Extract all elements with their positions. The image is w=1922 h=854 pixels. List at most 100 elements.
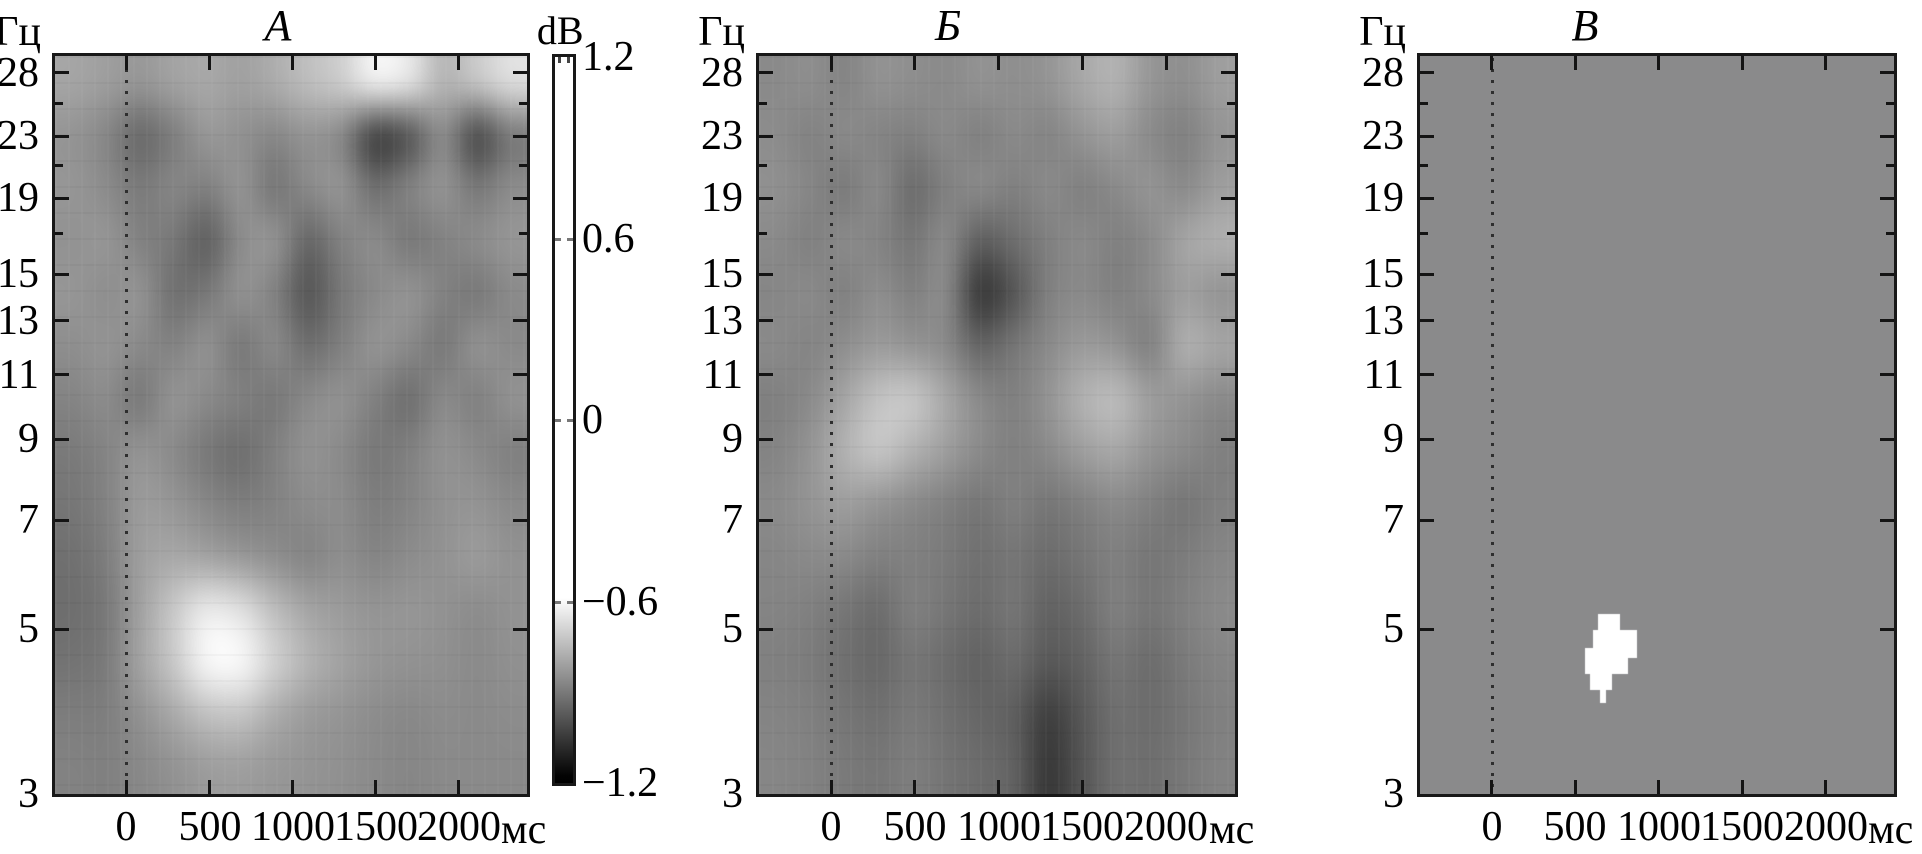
panel-a-spectrogram: А Гц мс 3 5 7 9 11 13 15 19 23 28 0 500 1000 1500 2000 bbox=[0, 1, 546, 853]
y-major-tick bbox=[759, 373, 773, 376]
x-tick-label: 1500 bbox=[1040, 804, 1124, 850]
y-major-tick bbox=[1221, 197, 1235, 200]
y-tick-label: 15 bbox=[1362, 251, 1404, 297]
colorbar: dB 1.2 0.6 0 −0.6 −1.2 bbox=[537, 8, 658, 804]
x-tick-label: 2000 bbox=[1124, 804, 1208, 850]
y-tick-label: 19 bbox=[701, 175, 743, 221]
y-tick-label: 11 bbox=[0, 352, 39, 398]
y-major-tick bbox=[1221, 273, 1235, 276]
colorbar-tick bbox=[567, 601, 573, 604]
x-major-tick bbox=[1741, 56, 1744, 70]
y-major-tick bbox=[759, 71, 773, 74]
y-major-tick bbox=[759, 135, 773, 138]
y-minor-tick bbox=[1227, 232, 1235, 235]
y-major-tick bbox=[55, 319, 69, 322]
stimulus-onset-dotted-line bbox=[1491, 58, 1494, 792]
y-major-tick bbox=[1221, 319, 1235, 322]
y-axis-unit-label: Гц bbox=[1359, 9, 1406, 55]
panel-v-title: В bbox=[1571, 1, 1599, 50]
y-major-tick bbox=[1221, 373, 1235, 376]
x-tick-label: 0 bbox=[1481, 804, 1503, 850]
x-major-tick bbox=[291, 780, 294, 794]
colorbar-tick bbox=[555, 601, 561, 604]
y-minor-tick bbox=[759, 102, 767, 105]
y-major-tick bbox=[513, 273, 527, 276]
y-minor-tick bbox=[55, 164, 63, 167]
colorbar-tick-label: 0 bbox=[582, 397, 603, 443]
y-minor-tick bbox=[55, 102, 63, 105]
y-major-tick bbox=[759, 628, 773, 631]
colorbar-tick-label: −0.6 bbox=[582, 579, 659, 625]
y-major-tick bbox=[1420, 373, 1434, 376]
y-major-tick bbox=[513, 197, 527, 200]
x-tick-label: 1500 bbox=[334, 804, 418, 850]
y-major-tick bbox=[1221, 628, 1235, 631]
x-tick-label: 500 bbox=[178, 804, 242, 850]
y-major-tick bbox=[1880, 273, 1894, 276]
y-minor-tick bbox=[1886, 102, 1894, 105]
y-major-tick bbox=[513, 438, 527, 441]
y-major-tick bbox=[759, 319, 773, 322]
y-tick-label: 3 bbox=[18, 771, 39, 817]
y-tick-label: 9 bbox=[1383, 416, 1404, 462]
x-tick-label: 500 bbox=[883, 804, 947, 850]
x-major-tick bbox=[457, 56, 460, 70]
y-major-tick bbox=[513, 71, 527, 74]
x-major-tick bbox=[830, 56, 833, 70]
x-major-tick bbox=[997, 56, 1000, 70]
y-minor-tick bbox=[1227, 102, 1235, 105]
y-tick-label: 28 bbox=[701, 50, 743, 96]
y-tick-label: 11 bbox=[702, 352, 743, 398]
colorbar-tick bbox=[555, 419, 561, 422]
x-tick-label: 0 bbox=[115, 804, 137, 850]
y-major-tick bbox=[759, 438, 773, 441]
y-major-tick bbox=[1420, 519, 1434, 522]
panel-b-spectrogram: Б Гц мс 3 5 7 9 11 13 15 19 23 28 0 500 1000 1500 2000 bbox=[698, 1, 1254, 853]
y-tick-label: 19 bbox=[1362, 175, 1404, 221]
y-minor-tick bbox=[759, 164, 767, 167]
x-tick-label: 500 bbox=[1543, 804, 1607, 850]
y-tick-label: 5 bbox=[722, 606, 743, 652]
y-major-tick bbox=[55, 273, 69, 276]
y-major-tick bbox=[1420, 273, 1434, 276]
panel-a-title: А bbox=[264, 1, 292, 50]
y-tick-label: 13 bbox=[701, 298, 743, 344]
y-tick-label: 9 bbox=[722, 416, 743, 462]
stimulus-onset-dotted-line bbox=[125, 58, 128, 792]
y-minor-tick bbox=[1227, 164, 1235, 167]
x-major-tick bbox=[1824, 780, 1827, 794]
x-axis-unit-label: мс bbox=[1868, 807, 1914, 853]
y-tick-label: 28 bbox=[0, 50, 39, 96]
y-minor-tick bbox=[519, 102, 527, 105]
x-tick-label: 1000 bbox=[1617, 804, 1701, 850]
y-tick-label: 15 bbox=[0, 251, 39, 297]
y-major-tick bbox=[513, 135, 527, 138]
y-major-tick bbox=[1420, 135, 1434, 138]
colorbar-tick-label: 0.6 bbox=[582, 216, 635, 262]
x-tick-label: 2000 bbox=[1784, 804, 1868, 850]
y-minor-tick bbox=[1420, 232, 1428, 235]
y-major-tick bbox=[55, 628, 69, 631]
stimulus-onset-dotted-line bbox=[830, 58, 833, 792]
colorbar-tick bbox=[567, 419, 573, 422]
y-tick-label: 23 bbox=[1362, 113, 1404, 159]
x-major-tick bbox=[208, 780, 211, 794]
x-major-tick bbox=[1490, 56, 1493, 70]
y-minor-tick bbox=[1420, 102, 1428, 105]
panel-a-heatmap-canvas bbox=[55, 56, 527, 794]
x-major-tick bbox=[457, 780, 460, 794]
x-major-tick bbox=[913, 780, 916, 794]
y-major-tick bbox=[55, 135, 69, 138]
y-tick-label: 15 bbox=[701, 251, 743, 297]
x-major-tick bbox=[1574, 56, 1577, 70]
y-major-tick bbox=[1420, 319, 1434, 322]
y-major-tick bbox=[1221, 519, 1235, 522]
y-axis-unit-label: Гц bbox=[698, 9, 745, 55]
y-major-tick bbox=[1420, 71, 1434, 74]
y-major-tick bbox=[1420, 197, 1434, 200]
y-axis-unit-label: Гц bbox=[0, 9, 41, 55]
y-tick-label: 7 bbox=[722, 497, 743, 543]
x-major-tick bbox=[208, 56, 211, 70]
y-major-tick bbox=[1221, 71, 1235, 74]
x-axis-unit-label: мс bbox=[1209, 807, 1255, 853]
